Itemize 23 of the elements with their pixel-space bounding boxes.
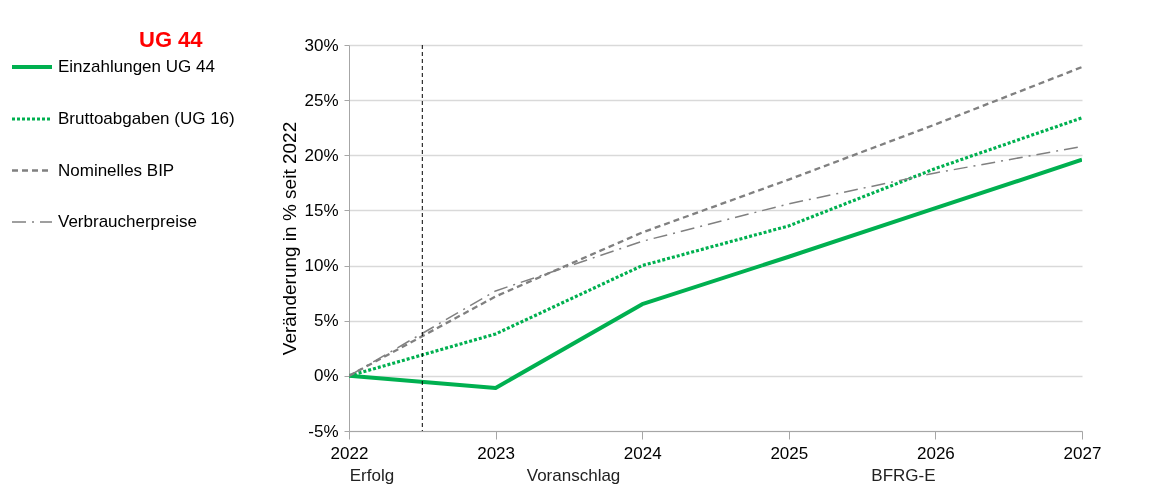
y-tick-label: 20% xyxy=(304,145,339,165)
x-tick-label: 2023 xyxy=(477,443,516,463)
legend-label: Bruttoabgaben (UG 16) xyxy=(58,109,235,128)
legend-label: Nominelles BIP xyxy=(58,160,175,180)
y-tick-label: -5% xyxy=(308,421,339,441)
text: Voranschlag xyxy=(526,466,621,486)
y-axis-title: Veränderung in % seit 2022 xyxy=(279,121,301,356)
y-tick-label: 10% xyxy=(304,256,339,276)
y-tick-label: 15% xyxy=(304,200,339,220)
x-tick-label: 2025 xyxy=(770,443,809,463)
text: Erfolg xyxy=(349,466,395,486)
x-tick-label: 2022 xyxy=(330,443,369,463)
y-tick-label: 25% xyxy=(304,90,339,110)
legend-label: Einzahlungen UG 44 xyxy=(58,57,215,76)
text: BFRG-E xyxy=(871,466,936,486)
legend-label: Verbraucherpreise xyxy=(58,212,197,231)
y-tick-label: 30% xyxy=(304,35,339,55)
x-tick-label: 2026 xyxy=(916,443,955,463)
x-tick-label: 2024 xyxy=(623,443,662,463)
y-tick-label: 5% xyxy=(313,311,339,331)
text: UG 44 xyxy=(139,27,204,52)
y-tick-label: 0% xyxy=(313,366,339,386)
x-tick-label: 2027 xyxy=(1063,443,1102,463)
